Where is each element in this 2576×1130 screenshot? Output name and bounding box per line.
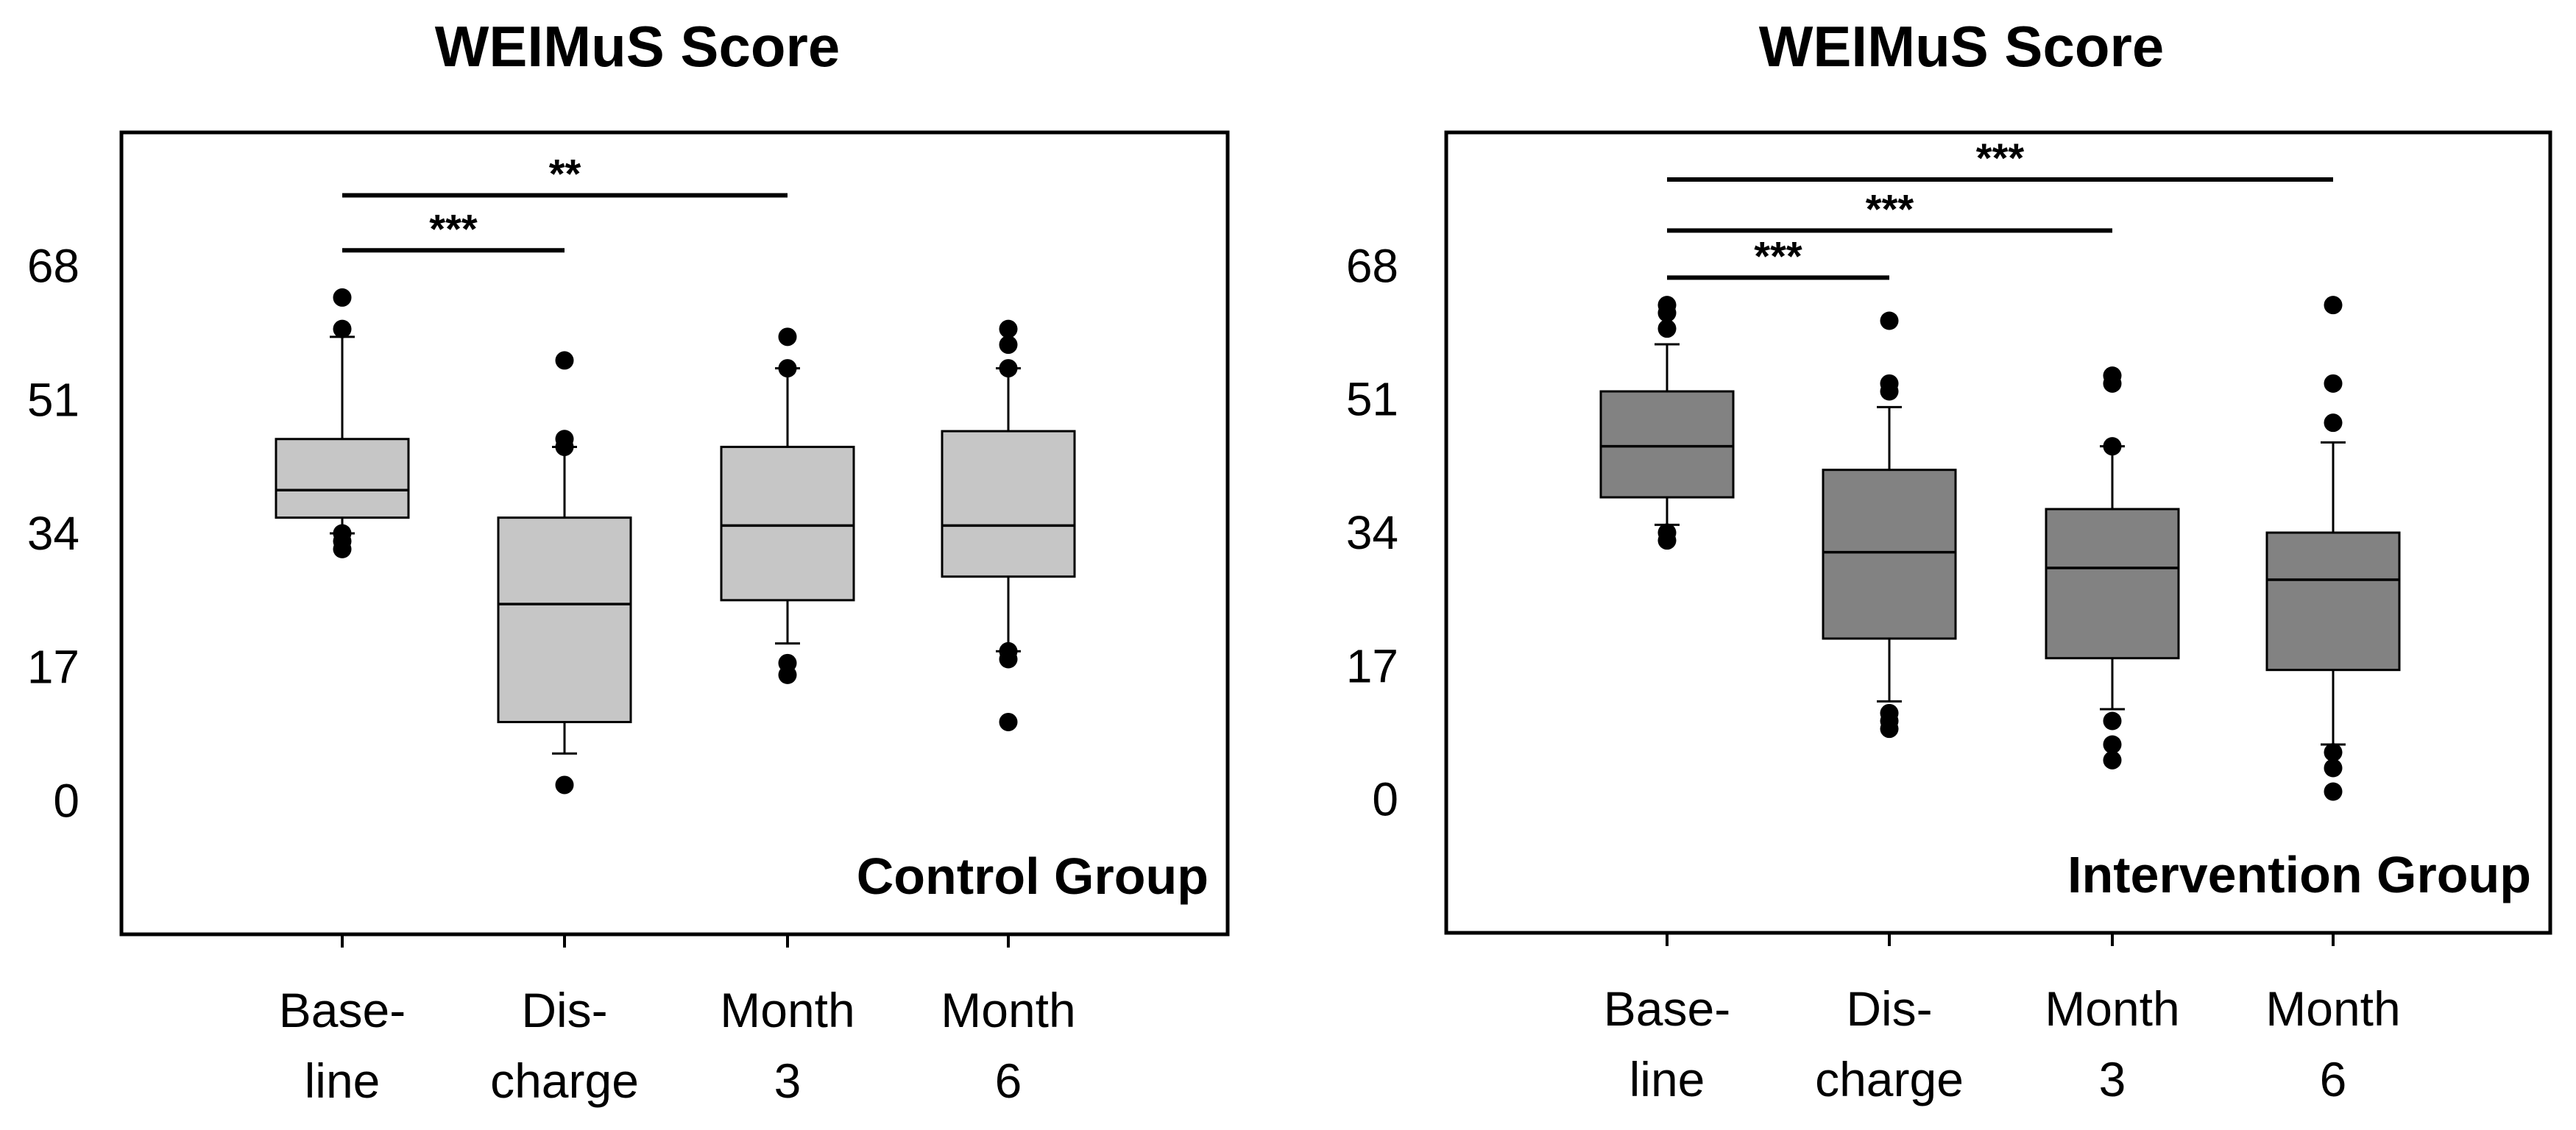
chart-1-box-4-outlier xyxy=(999,359,1018,378)
chart-1-box-3-iqr xyxy=(720,445,855,602)
chart-2-significance-label: *** xyxy=(1754,232,1802,279)
chart-2-box-4-outlier xyxy=(2324,782,2343,801)
chart-2-ytick-label: 17 xyxy=(1346,639,1398,692)
chart-1-box-4-outlier xyxy=(999,642,1018,661)
chart-2-box-4-outlier xyxy=(2324,743,2343,762)
chart-1-box-3-outlier xyxy=(778,653,797,672)
chart-2-category-label: 3 xyxy=(2099,1052,2126,1106)
chart-1-box-2-outlier xyxy=(555,351,574,370)
chart-1-box-1-iqr xyxy=(275,438,410,519)
chart-1-significance-label: *** xyxy=(429,205,478,252)
chart-2-box-2-outlier xyxy=(1880,311,1899,330)
chart-1-category-label: Dis- xyxy=(521,983,607,1037)
chart-1-box-4-outlier xyxy=(999,319,1018,338)
chart-2-box-3-outlier xyxy=(2103,735,2122,754)
chart-2-box-3-outlier xyxy=(2103,366,2122,385)
chart-1-category-label: 3 xyxy=(774,1053,802,1108)
chart-2-box-3-outlier xyxy=(2103,750,2122,770)
chart-1-box-3-outlier xyxy=(778,359,797,378)
chart-2-ytick-label: 34 xyxy=(1346,506,1398,559)
chart-1-box-4-iqr xyxy=(941,430,1076,578)
chart-1-category-label: Month xyxy=(720,983,854,1037)
chart-2-box-3-outlier xyxy=(2103,437,2122,456)
chart-1-category-label: charge xyxy=(490,1053,639,1108)
chart-2-box-2-iqr xyxy=(1822,469,1957,640)
chart-2-category-label: charge xyxy=(1815,1052,1964,1106)
chart-2-category-label: Month xyxy=(2265,981,2400,1036)
chart-2-ytick-label: 51 xyxy=(1346,373,1398,426)
chart-2-ytick-label: 0 xyxy=(1372,773,1398,826)
chart-2-box-4-outlier xyxy=(2324,374,2343,393)
chart-1-box-2-outlier xyxy=(555,775,574,795)
chart-1-category-label: 6 xyxy=(995,1053,1022,1108)
chart-2-category-label: 6 xyxy=(2320,1052,2347,1106)
chart-1-box-2-outlier xyxy=(555,430,574,449)
chart-1-ytick-label: 51 xyxy=(27,373,79,426)
chart-2-significance-label: *** xyxy=(1976,135,2025,181)
chart-2-box-2-outlier xyxy=(1880,703,1899,722)
chart-2-box-4-iqr xyxy=(2265,531,2401,672)
chart-1-box-3-outlier xyxy=(778,327,797,347)
chart-2-box-1-outlier xyxy=(1657,296,1677,315)
chart-1-title: WEIMuS Score xyxy=(435,14,840,79)
chart-2-box-1-iqr xyxy=(1599,390,1735,499)
chart-1-box-4-outlier xyxy=(999,335,1018,355)
chart-2-category-label: line xyxy=(1630,1052,1705,1106)
chart-2-group-label: Intervention Group xyxy=(2067,846,2531,903)
chart-2-box-1-outlier xyxy=(1657,523,1677,542)
chart-2-title: WEIMuS Score xyxy=(1759,14,2164,79)
chart-1-ytick-label: 34 xyxy=(27,507,79,560)
chart-1-box-2-iqr xyxy=(497,516,632,723)
chart-2-box-4-outlier xyxy=(2324,758,2343,778)
chart-1-box-4-outlier xyxy=(999,712,1018,731)
chart-2-plot-frame xyxy=(1444,130,2552,935)
chart-2-ytick-label: 68 xyxy=(1346,239,1398,292)
chart-2-box-3-outlier xyxy=(2103,711,2122,731)
chart-2-box-4-outlier xyxy=(2324,413,2343,433)
chart-1-plot-frame xyxy=(119,130,1230,937)
chart-1-ytick-label: 0 xyxy=(53,774,79,827)
chart-1-box-1-outlier xyxy=(333,524,352,543)
chart-1-category-label: Month xyxy=(941,983,1075,1037)
chart-2-significance-label: *** xyxy=(1866,185,1914,232)
chart-2-category-label: Base- xyxy=(1604,981,1730,1036)
chart-2-box-3-iqr xyxy=(2045,508,2180,660)
chart-2-box-4-outlier xyxy=(2324,296,2343,315)
chart-2-box-2-outlier xyxy=(1880,374,1899,393)
chart-1-ytick-label: 17 xyxy=(27,641,79,694)
chart-1-ytick-label: 68 xyxy=(27,240,79,293)
chart-1-category-label: Base- xyxy=(279,983,406,1037)
chart-1-box-1-outlier xyxy=(333,288,352,307)
chart-2-box-1-outlier xyxy=(1657,319,1677,338)
chart-2-category-label: Month xyxy=(2045,981,2179,1036)
chart-2-category-label: Dis- xyxy=(1846,981,1932,1036)
chart-1-category-label: line xyxy=(305,1053,381,1108)
chart-1-box-1-outlier xyxy=(333,319,352,338)
chart-1-significance-label: ** xyxy=(549,150,581,196)
chart-1-group-label: Control Group xyxy=(857,848,1209,905)
